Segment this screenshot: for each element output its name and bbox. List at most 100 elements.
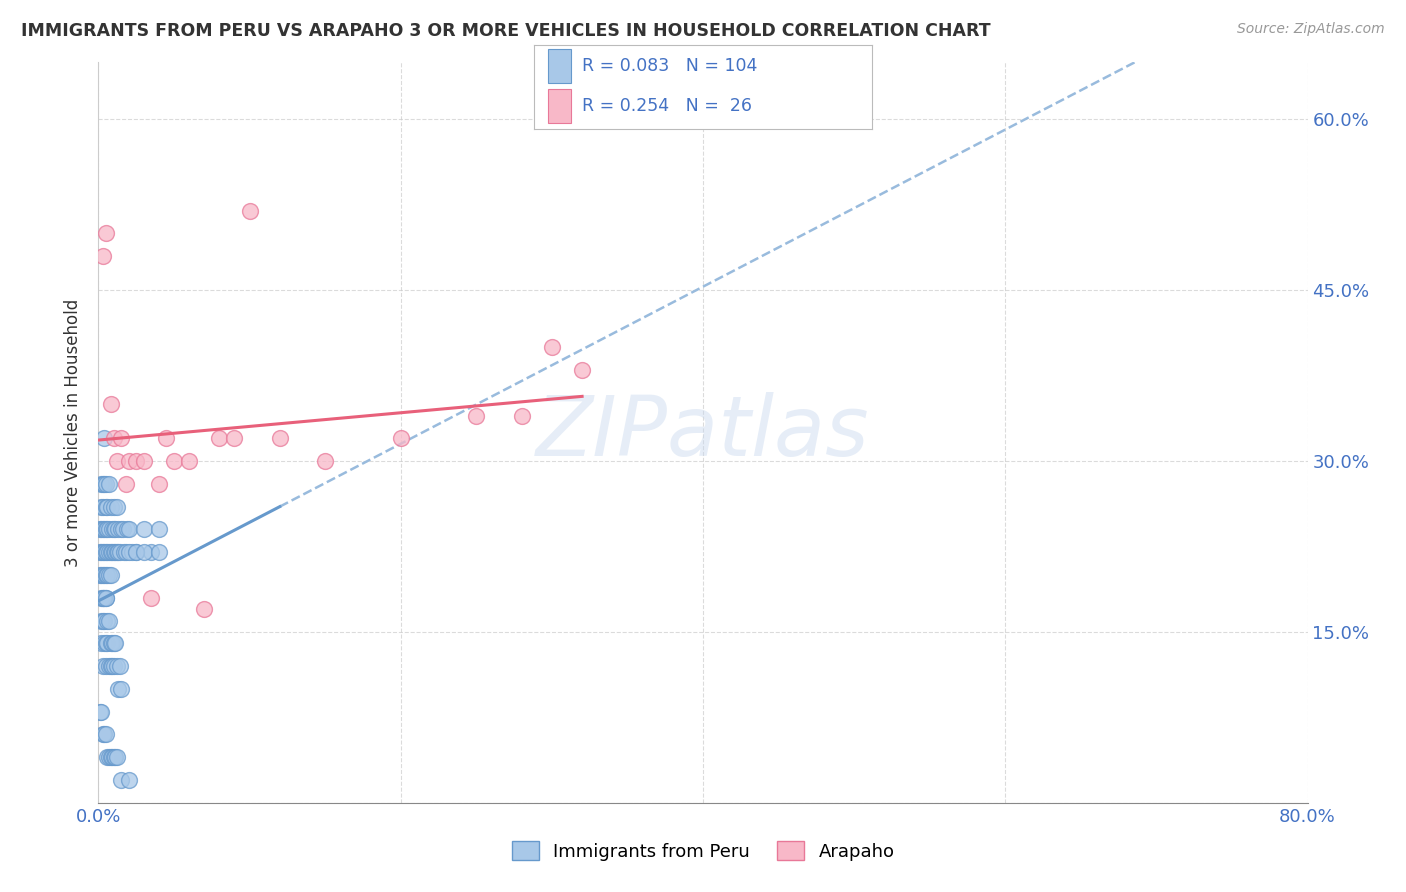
Point — [132, 545, 155, 559]
Point — [101, 659, 124, 673]
Point — [101, 523, 124, 537]
Point — [93, 727, 115, 741]
Point — [101, 636, 124, 650]
Point — [91, 614, 114, 628]
Point — [110, 523, 132, 537]
Point — [105, 659, 128, 673]
Point — [94, 227, 117, 241]
Point — [89, 523, 111, 537]
Point — [98, 750, 121, 764]
Point — [105, 545, 128, 559]
Point — [93, 523, 115, 537]
Point — [121, 545, 143, 559]
Point — [89, 545, 111, 559]
Point — [90, 705, 112, 719]
Point — [110, 681, 132, 696]
Point — [110, 431, 132, 445]
Point — [208, 431, 231, 445]
Point — [125, 545, 148, 559]
Point — [111, 523, 134, 537]
Point — [89, 568, 111, 582]
Point — [96, 545, 118, 559]
Point — [94, 568, 117, 582]
Point — [98, 659, 121, 673]
Point — [239, 203, 262, 218]
Point — [94, 727, 117, 741]
Point — [98, 476, 121, 491]
Point — [100, 500, 122, 514]
Point — [90, 568, 112, 582]
Point — [100, 545, 122, 559]
Point — [104, 636, 127, 650]
Point — [100, 636, 122, 650]
Point — [94, 545, 117, 559]
Point — [94, 591, 117, 605]
Point — [118, 772, 141, 787]
Point — [571, 363, 593, 377]
Point — [91, 727, 114, 741]
Point — [91, 523, 114, 537]
Point — [90, 636, 112, 650]
Point — [96, 614, 118, 628]
Point — [114, 476, 136, 491]
Point — [103, 500, 125, 514]
Point — [90, 591, 112, 605]
Point — [115, 523, 138, 537]
Point — [540, 340, 562, 354]
Point — [105, 750, 128, 764]
Point — [91, 476, 114, 491]
Y-axis label: 3 or more Vehicles in Household: 3 or more Vehicles in Household — [65, 299, 83, 566]
Point — [125, 545, 148, 559]
Point — [89, 705, 111, 719]
Point — [93, 431, 115, 445]
Point — [112, 545, 135, 559]
Point — [104, 750, 127, 764]
Point — [90, 476, 112, 491]
Text: R = 0.254   N =  26: R = 0.254 N = 26 — [582, 96, 752, 114]
Bar — [548, 49, 571, 83]
Point — [100, 659, 122, 673]
Point — [98, 545, 121, 559]
Point — [103, 659, 125, 673]
Legend: Immigrants from Peru, Arapaho: Immigrants from Peru, Arapaho — [505, 834, 901, 868]
Point — [110, 772, 132, 787]
Point — [100, 397, 122, 411]
Point — [98, 614, 121, 628]
Point — [98, 523, 121, 537]
Point — [155, 431, 177, 445]
Point — [148, 476, 170, 491]
Point — [510, 409, 533, 423]
Point — [179, 454, 201, 468]
Point — [141, 591, 163, 605]
Point — [94, 591, 117, 605]
Point — [103, 431, 125, 445]
Point — [148, 523, 170, 537]
Point — [93, 591, 115, 605]
Point — [93, 614, 115, 628]
Point — [93, 568, 115, 582]
Point — [103, 750, 125, 764]
Point — [141, 545, 163, 559]
Bar — [548, 88, 571, 122]
Point — [103, 636, 125, 650]
Point — [100, 568, 122, 582]
Point — [91, 591, 114, 605]
Point — [100, 750, 122, 764]
Point — [314, 454, 336, 468]
Point — [193, 602, 215, 616]
Point — [118, 523, 141, 537]
Point — [91, 500, 114, 514]
Point — [132, 523, 155, 537]
Point — [103, 545, 125, 559]
Point — [94, 523, 117, 537]
Point — [125, 454, 148, 468]
Point — [91, 545, 114, 559]
Point — [94, 500, 117, 514]
Point — [107, 681, 129, 696]
Point — [114, 545, 136, 559]
Point — [105, 454, 128, 468]
Point — [91, 568, 114, 582]
Point — [93, 476, 115, 491]
Point — [96, 523, 118, 537]
Point — [91, 659, 114, 673]
